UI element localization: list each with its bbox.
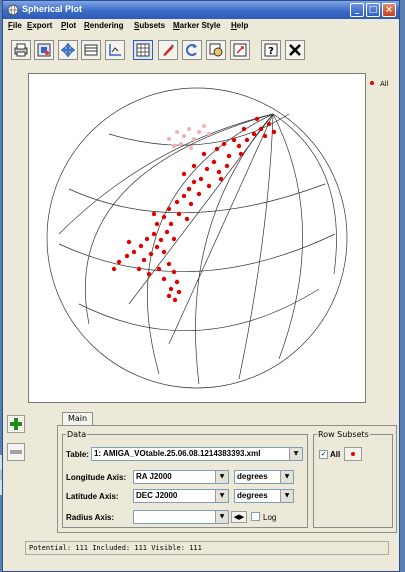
- tab-main[interactable]: Main: [62, 412, 93, 426]
- row-subsets-group: Row Subsets: [313, 430, 393, 528]
- zoom-button[interactable]: [230, 40, 250, 60]
- faded-markers: [167, 124, 211, 150]
- grid-button[interactable]: [133, 40, 153, 60]
- toolbar: ?: [3, 33, 399, 67]
- close-plot-button[interactable]: [285, 40, 305, 60]
- close-window-button[interactable]: ×: [382, 3, 396, 17]
- log-label: Log: [263, 513, 277, 522]
- log-checkbox[interactable]: [251, 512, 260, 521]
- longitude-axis-select[interactable]: RA J2000 ▼: [133, 470, 229, 484]
- help-icon: ?: [264, 43, 278, 57]
- move-button[interactable]: [58, 40, 78, 60]
- subset-all-label: All: [330, 450, 341, 459]
- maximize-button[interactable]: □: [366, 3, 380, 17]
- table-select-value: 1: AMIGA_VOtable.25.06.08.1214383393.xml: [94, 449, 261, 458]
- sphere-grid: [46, 87, 348, 389]
- data-group: Data: [62, 430, 308, 528]
- marker-button[interactable]: [158, 40, 178, 60]
- zoom-icon: [233, 43, 247, 57]
- export-image-button[interactable]: [34, 40, 54, 60]
- rotate-button[interactable]: [182, 40, 202, 60]
- window-title: Spherical Plot: [22, 4, 83, 14]
- plot-legend: All: [367, 78, 397, 92]
- menu-export[interactable]: Export: [27, 21, 53, 30]
- menu-file[interactable]: File: [8, 21, 22, 30]
- legend-marker: [370, 81, 374, 85]
- axes-button[interactable]: [81, 40, 101, 60]
- print-icon: [14, 43, 28, 57]
- chevron-down-icon: ▼: [289, 448, 302, 460]
- minus-icon: [10, 450, 22, 454]
- latitude-axis-select[interactable]: DEC J2000 ▼: [133, 489, 229, 503]
- row-subsets-title: Row Subsets: [318, 430, 369, 439]
- remove-layer-button[interactable]: [7, 443, 25, 461]
- longitude-axis-value: RA J2000: [136, 472, 172, 481]
- subset-style-button[interactable]: [344, 447, 362, 461]
- chevron-down-icon: ▼: [215, 511, 228, 523]
- chevron-down-icon: ▼: [215, 490, 228, 502]
- radius-axis-select[interactable]: ▼: [133, 510, 229, 524]
- title-bar[interactable]: Spherical Plot _ □ ×: [3, 1, 399, 19]
- menu-marker-style[interactable]: Marker Style: [173, 21, 221, 30]
- fit-icon: [109, 44, 121, 56]
- print-button[interactable]: [11, 40, 31, 60]
- latitude-axis-value: DEC J2000: [136, 491, 178, 500]
- longitude-unit-value: degrees: [237, 472, 268, 481]
- fit-button[interactable]: [105, 40, 125, 60]
- chevron-down-icon: ▼: [280, 471, 293, 483]
- data-group-title: Data: [67, 430, 87, 439]
- close-icon: [289, 44, 301, 56]
- rotate-icon: [186, 44, 197, 56]
- latitude-unit-value: degrees: [237, 491, 268, 500]
- app-icon: [7, 4, 19, 16]
- grid-icon: [136, 43, 150, 57]
- menu-bar: File Export Plot Rendering Subsets Marke…: [3, 19, 399, 33]
- table-select[interactable]: 1: AMIGA_VOtable.25.06.08.1214383393.xml…: [91, 447, 303, 461]
- minimize-button[interactable]: _: [350, 3, 364, 17]
- marker-swatch: [351, 452, 355, 456]
- longitude-axis-label: Longitude Axis:: [66, 473, 127, 482]
- subset-icon: [209, 43, 223, 57]
- longitude-unit-select[interactable]: degrees ▼: [234, 470, 294, 484]
- sphere-plot: [46, 87, 348, 389]
- radius-axis-label: Radius Axis:: [66, 513, 115, 522]
- chevron-down-icon: ▼: [215, 471, 228, 483]
- move-icon: [60, 42, 76, 58]
- axes-icon: [84, 44, 98, 56]
- latitude-axis-label: Latitude Axis:: [66, 492, 119, 501]
- table-label: Table:: [66, 450, 89, 459]
- subset-button[interactable]: [206, 40, 226, 60]
- menu-help[interactable]: Help: [231, 21, 249, 30]
- svg-text:?: ?: [268, 46, 274, 57]
- sphere-plot-canvas[interactable]: [28, 73, 366, 403]
- legend-label: All: [380, 80, 389, 88]
- add-layer-button[interactable]: [7, 415, 25, 433]
- menu-plot[interactable]: Plot: [61, 21, 77, 30]
- plus-icon: [10, 418, 22, 430]
- data-markers: [111, 116, 277, 303]
- flip-axis-button[interactable]: ◀▶: [231, 511, 247, 523]
- status-bar: Potential: 111 Included: 111 Visible: 11…: [25, 541, 389, 555]
- marker-icon: [163, 44, 174, 56]
- help-button[interactable]: ?: [261, 40, 281, 60]
- export-image-icon: [37, 43, 51, 57]
- latitude-unit-select[interactable]: degrees ▼: [234, 489, 294, 503]
- menu-rendering[interactable]: Rendering: [84, 21, 124, 30]
- main-panel: Data Table: 1: AMIGA_VOtable.25.06.08.12…: [57, 425, 397, 533]
- chevron-down-icon: ▼: [280, 490, 293, 502]
- menu-subsets[interactable]: Subsets: [134, 21, 166, 30]
- subset-all-checkbox[interactable]: ✓: [319, 450, 328, 459]
